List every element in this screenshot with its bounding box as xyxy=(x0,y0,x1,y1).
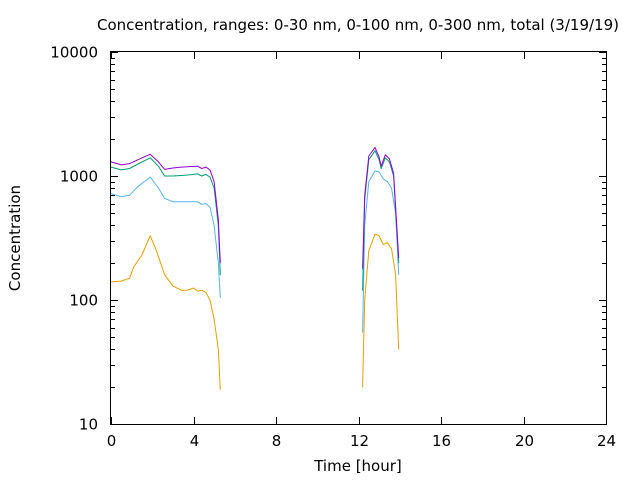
chart-title: Concentration, ranges: 0-30 nm, 0-100 nm… xyxy=(97,16,619,34)
x-tick-label: 8 xyxy=(272,432,282,450)
series-2-line xyxy=(110,176,221,298)
x-tick-label: 12 xyxy=(350,432,369,450)
x-tick-label: 4 xyxy=(190,432,200,450)
x-tick-label: 16 xyxy=(432,432,451,450)
x-axis-label: Time [hour] xyxy=(313,457,402,475)
series-layer xyxy=(110,146,400,390)
x-tick-label: 0 xyxy=(107,432,117,450)
series-4-line xyxy=(110,153,221,264)
series-2-line xyxy=(362,170,400,333)
ticks-layer: 0 4 8 12 16 20 24 10 100 1000 10000 xyxy=(50,44,616,451)
series-1-line xyxy=(362,233,400,388)
plot-frame xyxy=(110,51,607,425)
y-axis-label: Concentration xyxy=(6,185,24,291)
y-tick-label: 100 xyxy=(69,292,98,310)
x-tick-label: 20 xyxy=(515,432,534,450)
y-tick-label: 10000 xyxy=(50,44,98,62)
series-3-line xyxy=(110,157,221,276)
series-4-line xyxy=(362,146,400,269)
y-tick-label: 1000 xyxy=(60,168,98,186)
y-tick-label: 10 xyxy=(79,416,98,434)
series-1-line xyxy=(110,235,221,390)
x-tick-label: 24 xyxy=(597,432,616,450)
